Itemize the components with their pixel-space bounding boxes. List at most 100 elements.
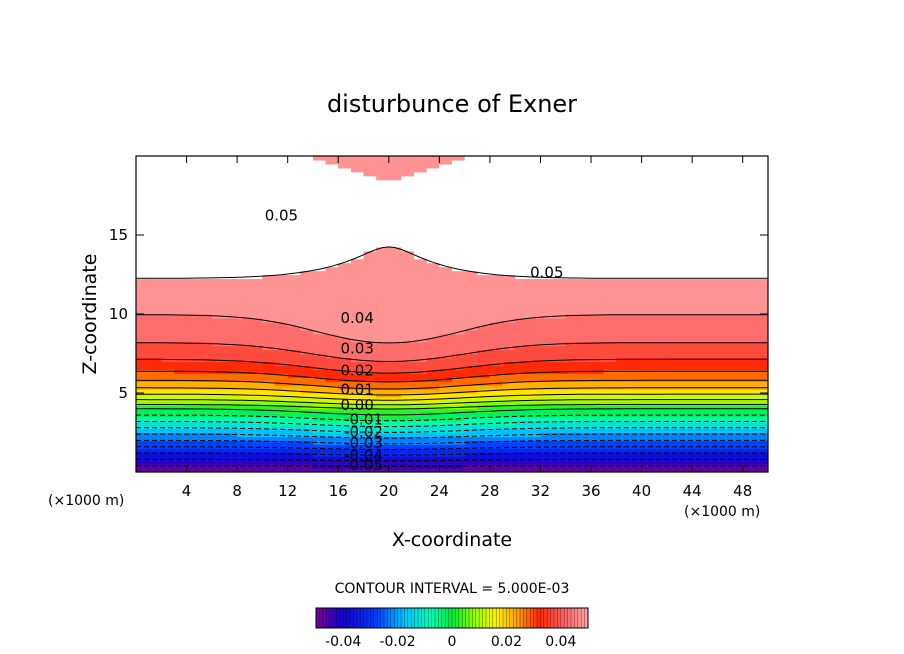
contour-cell <box>730 250 744 256</box>
contour-cell <box>603 215 617 220</box>
contour-cell <box>565 231 579 236</box>
contour-cell <box>363 357 377 362</box>
contour-cell <box>161 231 175 236</box>
contour-cell <box>717 199 731 204</box>
contour-cell <box>376 183 390 189</box>
contour-cell <box>439 337 453 343</box>
contour-cell <box>300 310 314 315</box>
contour-cell <box>489 183 504 189</box>
contour-label: 0.00 <box>340 396 373 414</box>
contour-cell <box>312 191 327 197</box>
contour-cell <box>527 314 542 319</box>
contour-cell <box>237 219 251 224</box>
contour-cell <box>224 306 238 311</box>
contour-cell <box>452 246 466 252</box>
contour-cell <box>654 389 668 394</box>
contour-cell <box>692 242 706 248</box>
contour-cell <box>591 333 605 339</box>
contour-cell <box>148 314 162 319</box>
contour-cell <box>654 424 668 430</box>
contour-cell <box>616 424 630 430</box>
colorbar-segment <box>516 608 521 628</box>
contour-cell <box>603 337 617 343</box>
contour-cell <box>249 171 263 177</box>
contour-cell <box>388 369 403 374</box>
contour-cell <box>376 381 390 386</box>
contour-cell <box>641 452 655 457</box>
contour-cell <box>515 278 529 283</box>
contour-cell <box>628 353 643 359</box>
contour-cell <box>628 159 643 165</box>
contour-cell <box>692 468 706 472</box>
contour-cell <box>641 238 655 244</box>
contour-cell <box>211 317 226 323</box>
contour-cell <box>603 163 617 169</box>
contour-cell <box>742 400 756 406</box>
contour-cell <box>312 235 327 240</box>
contour-cell <box>262 282 276 287</box>
contour-cell <box>755 167 768 173</box>
contour-cell <box>578 219 592 224</box>
contour-cell <box>173 321 188 327</box>
contour-cell <box>553 211 567 216</box>
contour-cell <box>477 420 491 426</box>
plot-area <box>136 156 768 472</box>
contour-cell <box>742 452 756 457</box>
contour-cell <box>363 227 377 232</box>
contour-cell <box>616 179 630 185</box>
contour-cell <box>755 163 768 169</box>
contour-cell <box>717 436 731 441</box>
contour-cell <box>199 294 213 299</box>
contour-cell <box>211 215 226 220</box>
contour-cell <box>515 373 529 378</box>
contour-cell <box>161 428 175 434</box>
contour-cell <box>565 274 579 280</box>
contour-cell <box>287 227 301 232</box>
contour-cell <box>641 254 655 260</box>
contour-cell <box>515 424 529 430</box>
contour-cell <box>616 254 630 260</box>
contour-cell <box>211 306 226 311</box>
colorbar-segment <box>448 608 453 628</box>
contour-cell <box>224 396 238 402</box>
contour-cell <box>679 389 693 394</box>
contour-line <box>136 370 768 383</box>
contour-cell <box>477 404 491 410</box>
contour-cell <box>350 159 365 165</box>
contour-cell <box>679 353 693 359</box>
contour-cell <box>338 187 352 193</box>
contour-cell <box>502 373 516 378</box>
contour-cell <box>312 223 327 228</box>
contour-cell <box>414 377 428 382</box>
contour-cell <box>325 357 339 362</box>
contour-cell <box>350 167 365 173</box>
contour-cell <box>692 456 706 461</box>
contour-cell <box>704 179 719 185</box>
contour-cell <box>224 159 238 165</box>
contour-cell <box>186 183 200 189</box>
contour-cell <box>237 250 251 256</box>
contour-cell <box>262 302 276 307</box>
contour-cell <box>388 183 403 189</box>
contour-cell <box>553 203 567 208</box>
contour-cell <box>211 183 226 189</box>
contour-cell <box>540 294 554 299</box>
contour-cell <box>388 223 403 228</box>
contour-cell <box>136 389 150 394</box>
contour-cell <box>338 325 352 331</box>
contour-cell <box>603 223 617 228</box>
contour-cell <box>312 365 327 370</box>
contour-cell <box>565 365 579 370</box>
contour-cell <box>553 396 567 402</box>
contour-cell <box>628 223 643 228</box>
contour-cell <box>287 282 301 287</box>
contour-cell <box>654 325 668 331</box>
contour-cell <box>565 329 579 335</box>
contour-cell <box>350 329 365 335</box>
contour-cell <box>350 432 365 438</box>
contour-cell <box>591 341 605 347</box>
contour-cell <box>477 424 491 430</box>
contour-cell <box>148 353 162 359</box>
contour-cell <box>654 412 668 418</box>
contour-cell <box>565 183 579 189</box>
